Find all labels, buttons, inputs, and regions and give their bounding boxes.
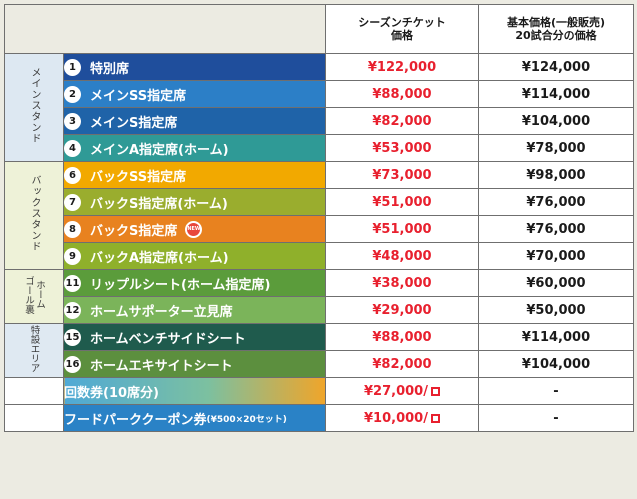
- seat-name: ホームサポーター立見席: [90, 304, 233, 320]
- header-base-price: 基本価格(一般販売) 20試合分の価格: [478, 4, 634, 54]
- seat-name: バックA指定席(ホーム): [90, 250, 229, 266]
- group-home-goal: ホーム ゴール裏: [4, 269, 64, 324]
- seat-name: メインSS指定席: [90, 88, 187, 104]
- table-row: 7 バックS指定席(ホーム) ¥51,000 ¥76,000: [5, 188, 634, 216]
- base-price: -: [478, 404, 634, 432]
- table-row: 16 ホームエキサイトシート ¥82,000 ¥104,000: [5, 350, 634, 378]
- season-price: ¥10,000/: [325, 404, 479, 432]
- seat-number-badge: 9: [64, 247, 81, 265]
- header-season-ticket: シーズンチケット 価格: [325, 4, 479, 54]
- season-price: ¥51,000: [325, 215, 479, 243]
- season-price: ¥53,000: [325, 134, 479, 162]
- season-price: ¥29,000: [325, 296, 479, 324]
- seat-cell: 11 リップルシート(ホーム指定席): [63, 269, 326, 297]
- seat-cell: 4 メインA指定席(ホーム): [63, 134, 326, 162]
- table-row: 9 バックA指定席(ホーム) ¥48,000 ¥70,000: [5, 242, 634, 270]
- season-price: ¥88,000: [325, 323, 479, 351]
- seat-cell: 15 ホームベンチサイドシート: [63, 323, 326, 351]
- food-coupon-label: フードパーククーポン券: [64, 412, 207, 428]
- base-price: ¥76,000: [478, 188, 634, 216]
- food-coupon-detail: (¥500×20セット): [206, 414, 287, 425]
- seat-number-badge: 16: [64, 355, 81, 373]
- table-row: 12 ホームサポーター立見席 ¥29,000 ¥50,000: [5, 296, 634, 324]
- seat-name: バックS指定席(ホーム): [90, 196, 228, 212]
- seat-name: ホームベンチサイドシート: [90, 331, 246, 347]
- base-price: ¥114,000: [478, 323, 634, 351]
- base-price: ¥50,000: [478, 296, 634, 324]
- table-row: 8 バックS指定席 NEW ¥51,000 ¥76,000: [5, 215, 634, 243]
- base-price: ¥78,000: [478, 134, 634, 162]
- season-price: ¥51,000: [325, 188, 479, 216]
- seat-name: バックS指定席: [90, 223, 178, 239]
- base-price: ¥98,000: [478, 161, 634, 189]
- seat-name: リップルシート(ホーム指定席): [90, 277, 271, 293]
- food-coupon-cell: フードパーククーポン券 (¥500×20セット): [63, 404, 326, 432]
- seat-name: メインS指定席: [90, 115, 178, 131]
- seat-number-badge: 7: [64, 193, 81, 211]
- coupon-ticket-cell: 回数券(10席分): [63, 377, 326, 405]
- season-price: ¥38,000: [325, 269, 479, 297]
- season-price: ¥88,000: [325, 80, 479, 108]
- seat-name: バックSS指定席: [90, 169, 187, 185]
- coupon-ticket-label: 回数券(10席分): [64, 385, 159, 401]
- base-price: ¥124,000: [478, 53, 634, 81]
- table-row: バックスタンド 6 バックSS指定席 ¥73,000 ¥98,000: [4, 161, 634, 270]
- seat-number-badge: 4: [64, 139, 81, 157]
- seat-cell: 6 バックSS指定席: [63, 161, 326, 189]
- table-row: 特設エリア 15 ホームベンチサイドシート ¥88,000 ¥114,000: [4, 323, 634, 378]
- header-blank-cell: [4, 4, 326, 54]
- box-symbol-icon: [430, 386, 440, 396]
- table-row: 3 メインS指定席 ¥82,000 ¥104,000: [5, 107, 634, 135]
- seat-cell: 16 ホームエキサイトシート: [63, 350, 326, 378]
- seat-number-badge: 8: [64, 220, 81, 238]
- base-price: ¥60,000: [478, 269, 634, 297]
- season-price: ¥82,000: [325, 107, 479, 135]
- group-empty-cell: [4, 404, 64, 432]
- base-price: ¥104,000: [478, 350, 634, 378]
- table-row: 2 メインSS指定席 ¥88,000 ¥114,000: [5, 80, 634, 108]
- seat-cell: 8 バックS指定席 NEW: [63, 215, 326, 243]
- seat-cell: 9 バックA指定席(ホーム): [63, 242, 326, 270]
- seat-cell: 1 特別席: [63, 53, 326, 81]
- season-price: ¥82,000: [325, 350, 479, 378]
- group-empty-cell: [4, 377, 64, 405]
- new-badge-icon: NEW: [185, 220, 203, 238]
- seat-cell: 12 ホームサポーター立見席: [63, 296, 326, 324]
- seat-cell: 7 バックS指定席(ホーム): [63, 188, 326, 216]
- table-row: フードパーククーポン券 (¥500×20セット) ¥10,000/ -: [4, 404, 634, 432]
- group-main-stand: メインスタンド: [4, 53, 64, 162]
- box-symbol-icon: [430, 413, 440, 423]
- base-price: ¥104,000: [478, 107, 634, 135]
- season-price: ¥122,000: [325, 53, 479, 81]
- seat-name: ホームエキサイトシート: [90, 358, 233, 374]
- seat-name: 特別席: [90, 61, 130, 77]
- group-back-stand: バックスタンド: [4, 161, 64, 270]
- seat-number-badge: 15: [64, 328, 81, 346]
- table-row: ホーム ゴール裏 11 リップルシート(ホーム指定席) ¥38,000 ¥60,0…: [4, 269, 634, 324]
- base-price: ¥114,000: [478, 80, 634, 108]
- seat-cell: 3 メインS指定席: [63, 107, 326, 135]
- price-table-container: シーズンチケット 価格 基本価格(一般販売) 20試合分の価格 メインスタンド …: [4, 4, 634, 432]
- season-price: ¥48,000: [325, 242, 479, 270]
- seat-number-badge: 1: [64, 58, 81, 76]
- base-price: -: [478, 377, 634, 405]
- table-header-row: シーズンチケット 価格 基本価格(一般販売) 20試合分の価格: [4, 4, 634, 54]
- base-price: ¥70,000: [478, 242, 634, 270]
- seat-cell: 2 メインSS指定席: [63, 80, 326, 108]
- seat-number-badge: 12: [64, 301, 81, 319]
- season-price: ¥27,000/: [325, 377, 479, 405]
- table-row: 4 メインA指定席(ホーム) ¥53,000 ¥78,000: [5, 134, 634, 162]
- seat-number-badge: 11: [64, 274, 81, 292]
- season-price: ¥73,000: [325, 161, 479, 189]
- season-ticket-price-table: シーズンチケット 価格 基本価格(一般販売) 20試合分の価格 メインスタンド …: [4, 4, 634, 432]
- seat-number-badge: 3: [64, 112, 81, 130]
- seat-number-badge: 6: [64, 166, 81, 184]
- table-row: 回数券(10席分) ¥27,000/ -: [4, 377, 634, 405]
- group-special-area: 特設エリア: [4, 323, 64, 378]
- base-price: ¥76,000: [478, 215, 634, 243]
- seat-name: メインA指定席(ホーム): [90, 142, 229, 158]
- table-row: メインスタンド 1 特別席 ¥122,000 ¥124,000: [4, 53, 634, 162]
- seat-number-badge: 2: [64, 85, 81, 103]
